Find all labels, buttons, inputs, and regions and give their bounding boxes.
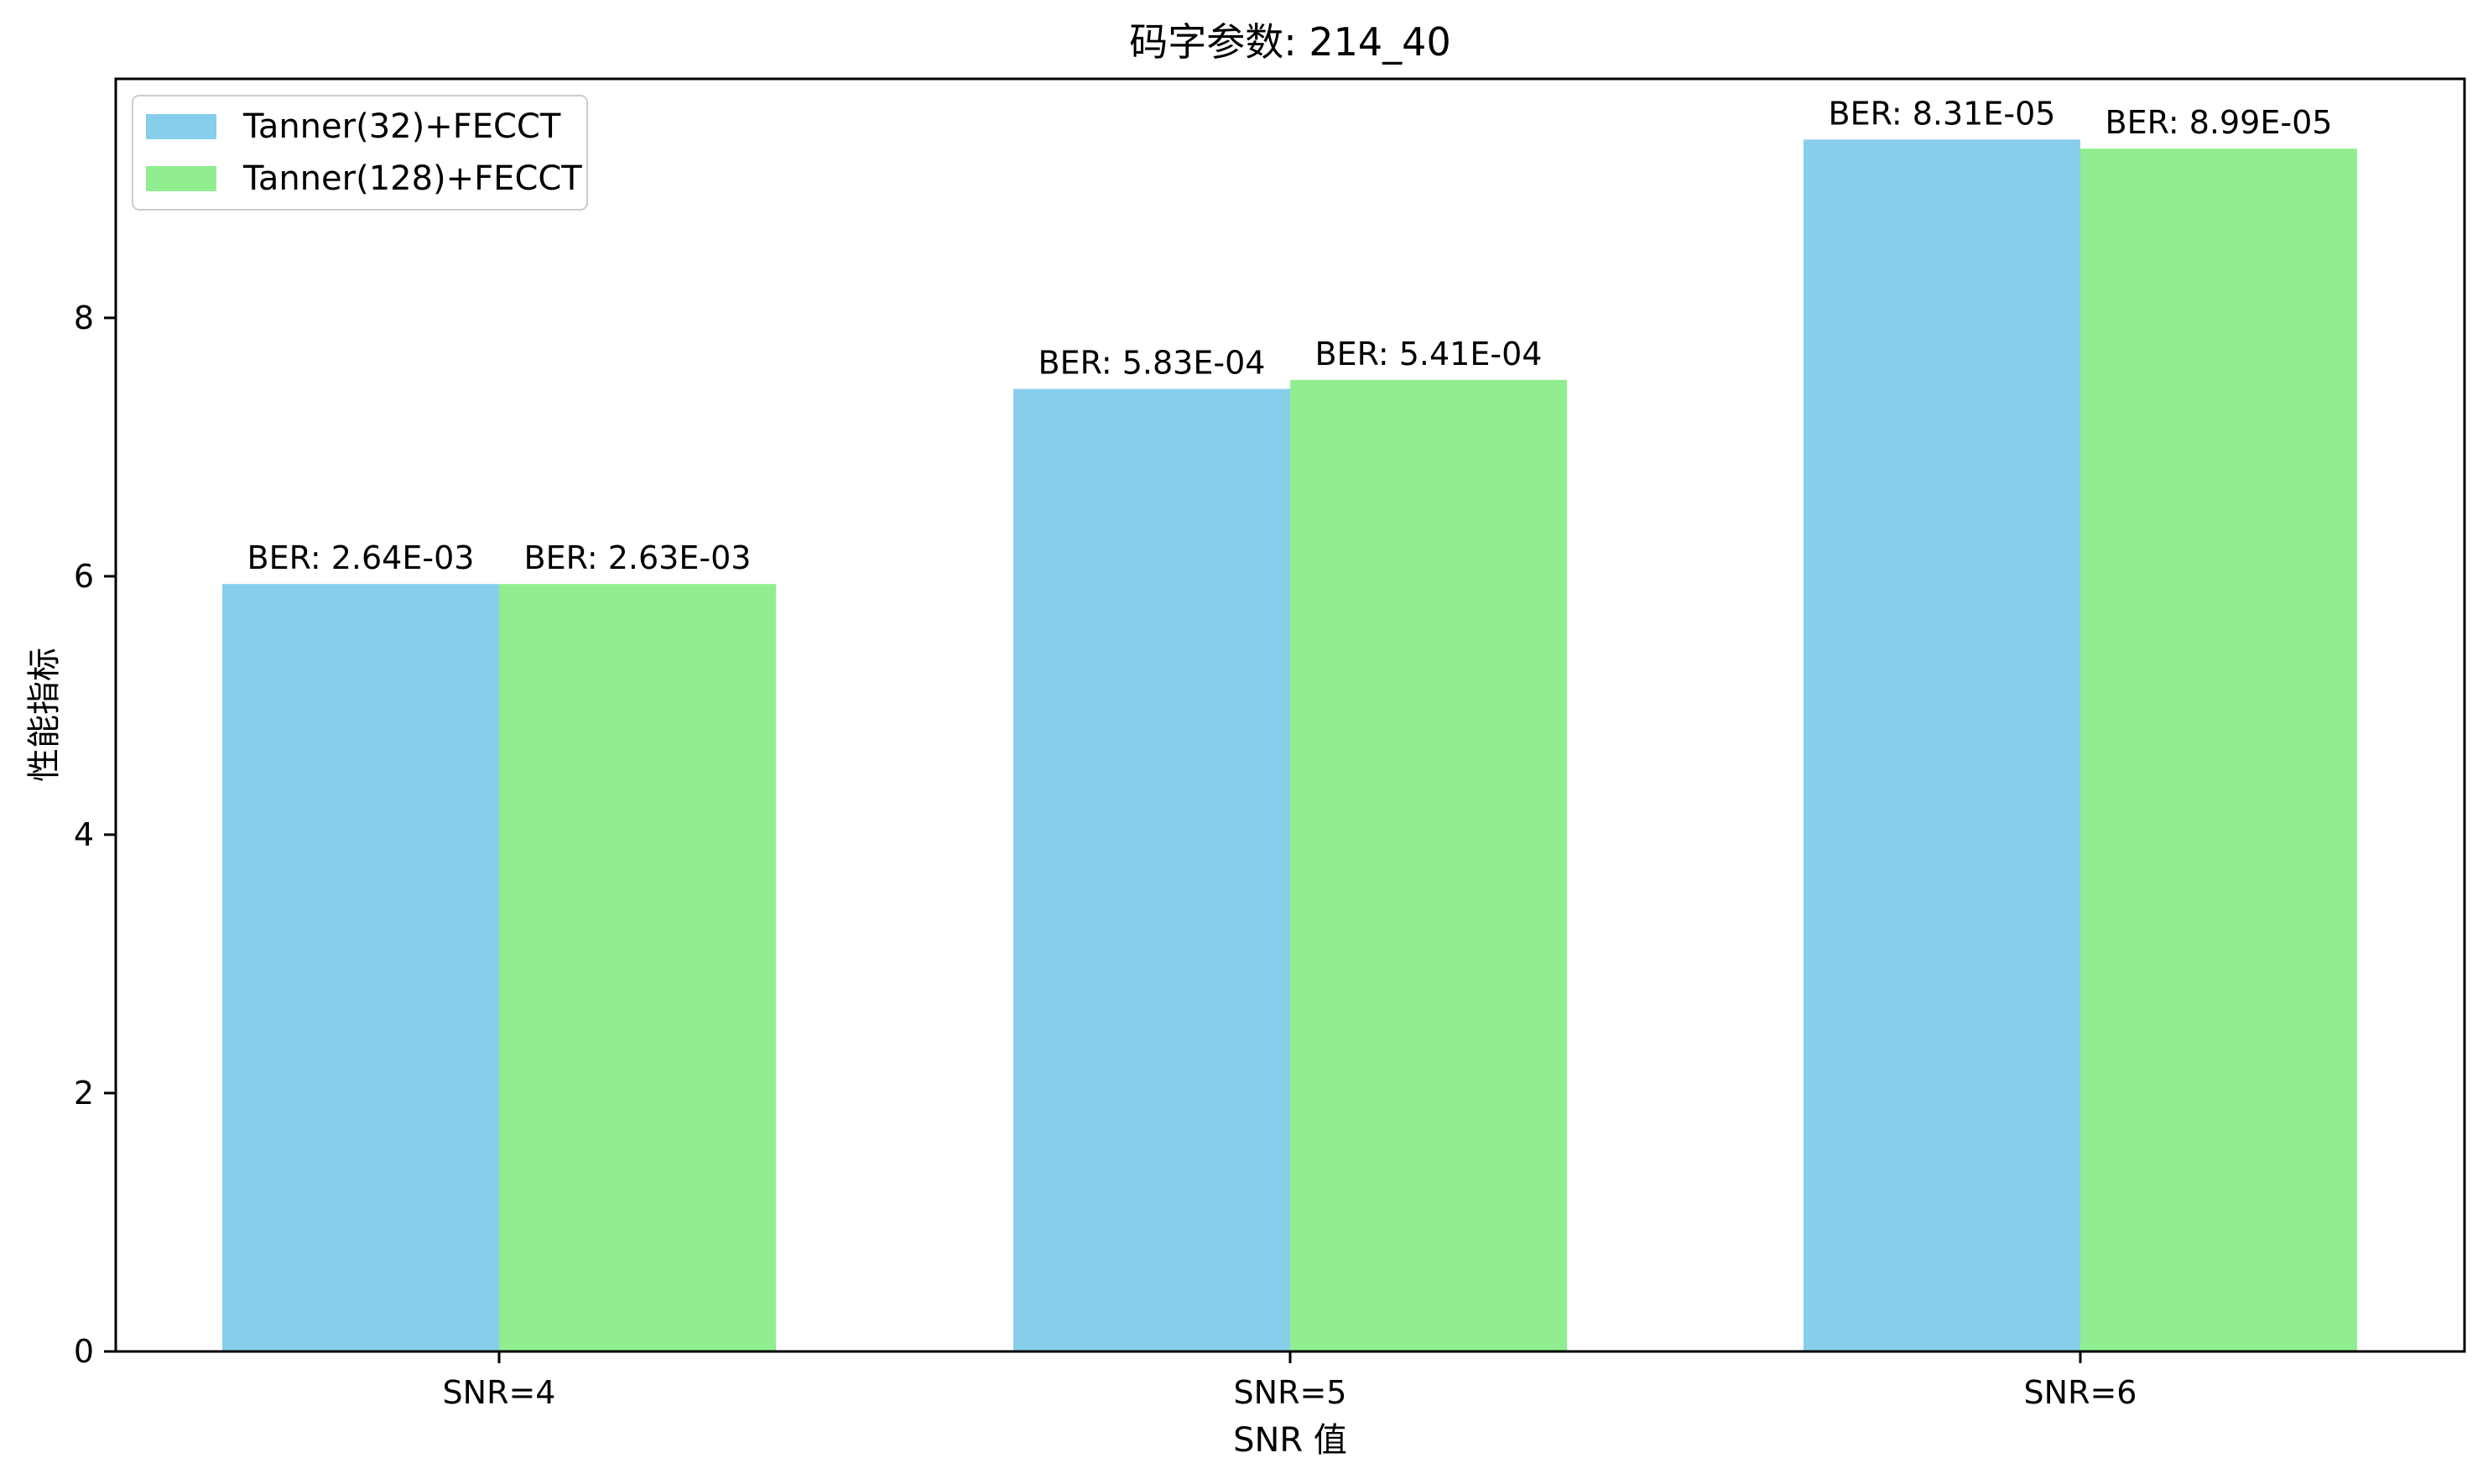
x-tick-label-snr6: SNR=6 bbox=[2024, 1374, 2137, 1411]
y-tick-label: 8 bbox=[74, 299, 94, 336]
legend-label-tanner128: Tanner(128)+FECCT bbox=[242, 159, 582, 198]
bar-series1-snr6 bbox=[1804, 139, 2080, 1351]
y-tick-label: 2 bbox=[74, 1075, 94, 1112]
bar-label-series2-snr6: BER: 8.99E-05 bbox=[2105, 104, 2333, 141]
plot-frame bbox=[114, 77, 2466, 1353]
legend-box bbox=[132, 95, 588, 211]
y-tick-label: 6 bbox=[74, 558, 94, 595]
bar-label-series1-snr6: BER: 8.31E-05 bbox=[1829, 95, 2056, 132]
bar-series1-snr4 bbox=[222, 584, 499, 1351]
bar-labels-layer: BER: 2.64E-03 BER: 5.83E-04 BER: 8.31E-05 B… bbox=[247, 95, 2333, 576]
y-tick-label: 4 bbox=[74, 816, 94, 853]
x-axis-label: SNR 值 bbox=[1233, 1421, 1347, 1460]
bar-label-series1-snr4: BER: 2.64E-03 bbox=[247, 539, 475, 576]
chart-title: 码字参数: 214_40 bbox=[1129, 19, 1450, 65]
y-tick-label: 0 bbox=[74, 1333, 94, 1370]
y-axis-label: 性能指标 bbox=[25, 648, 64, 782]
x-tick-label-snr4: SNR=4 bbox=[443, 1374, 556, 1411]
legend-swatch-tanner32 bbox=[146, 114, 216, 139]
x-tick-label-snr5: SNR=5 bbox=[1234, 1374, 1347, 1411]
legend-swatch-tanner128 bbox=[146, 166, 216, 191]
bar-label-series2-snr5: BER: 5.41E-04 bbox=[1315, 336, 1543, 372]
bar-series2-snr5 bbox=[1290, 379, 1567, 1352]
bar-label-series2-snr4: BER: 2.63E-03 bbox=[524, 539, 752, 576]
x-axis-ticks: SNR=4 SNR=5 SNR=6 bbox=[443, 1351, 2137, 1411]
bar-series1-snr5 bbox=[1013, 388, 1290, 1351]
bar-series2-snr6 bbox=[2080, 148, 2357, 1351]
legend-label-tanner32: Tanner(32)+FECCT bbox=[242, 107, 561, 146]
y-axis-ticks: 0 2 4 6 8 bbox=[74, 299, 116, 1370]
bar-series2-snr4 bbox=[499, 584, 776, 1351]
bars-layer bbox=[222, 139, 2357, 1352]
legend: Tanner(32)+FECCT Tanner(128)+FECCT bbox=[132, 95, 588, 211]
bar-label-series1-snr5: BER: 5.83E-04 bbox=[1038, 345, 1266, 382]
